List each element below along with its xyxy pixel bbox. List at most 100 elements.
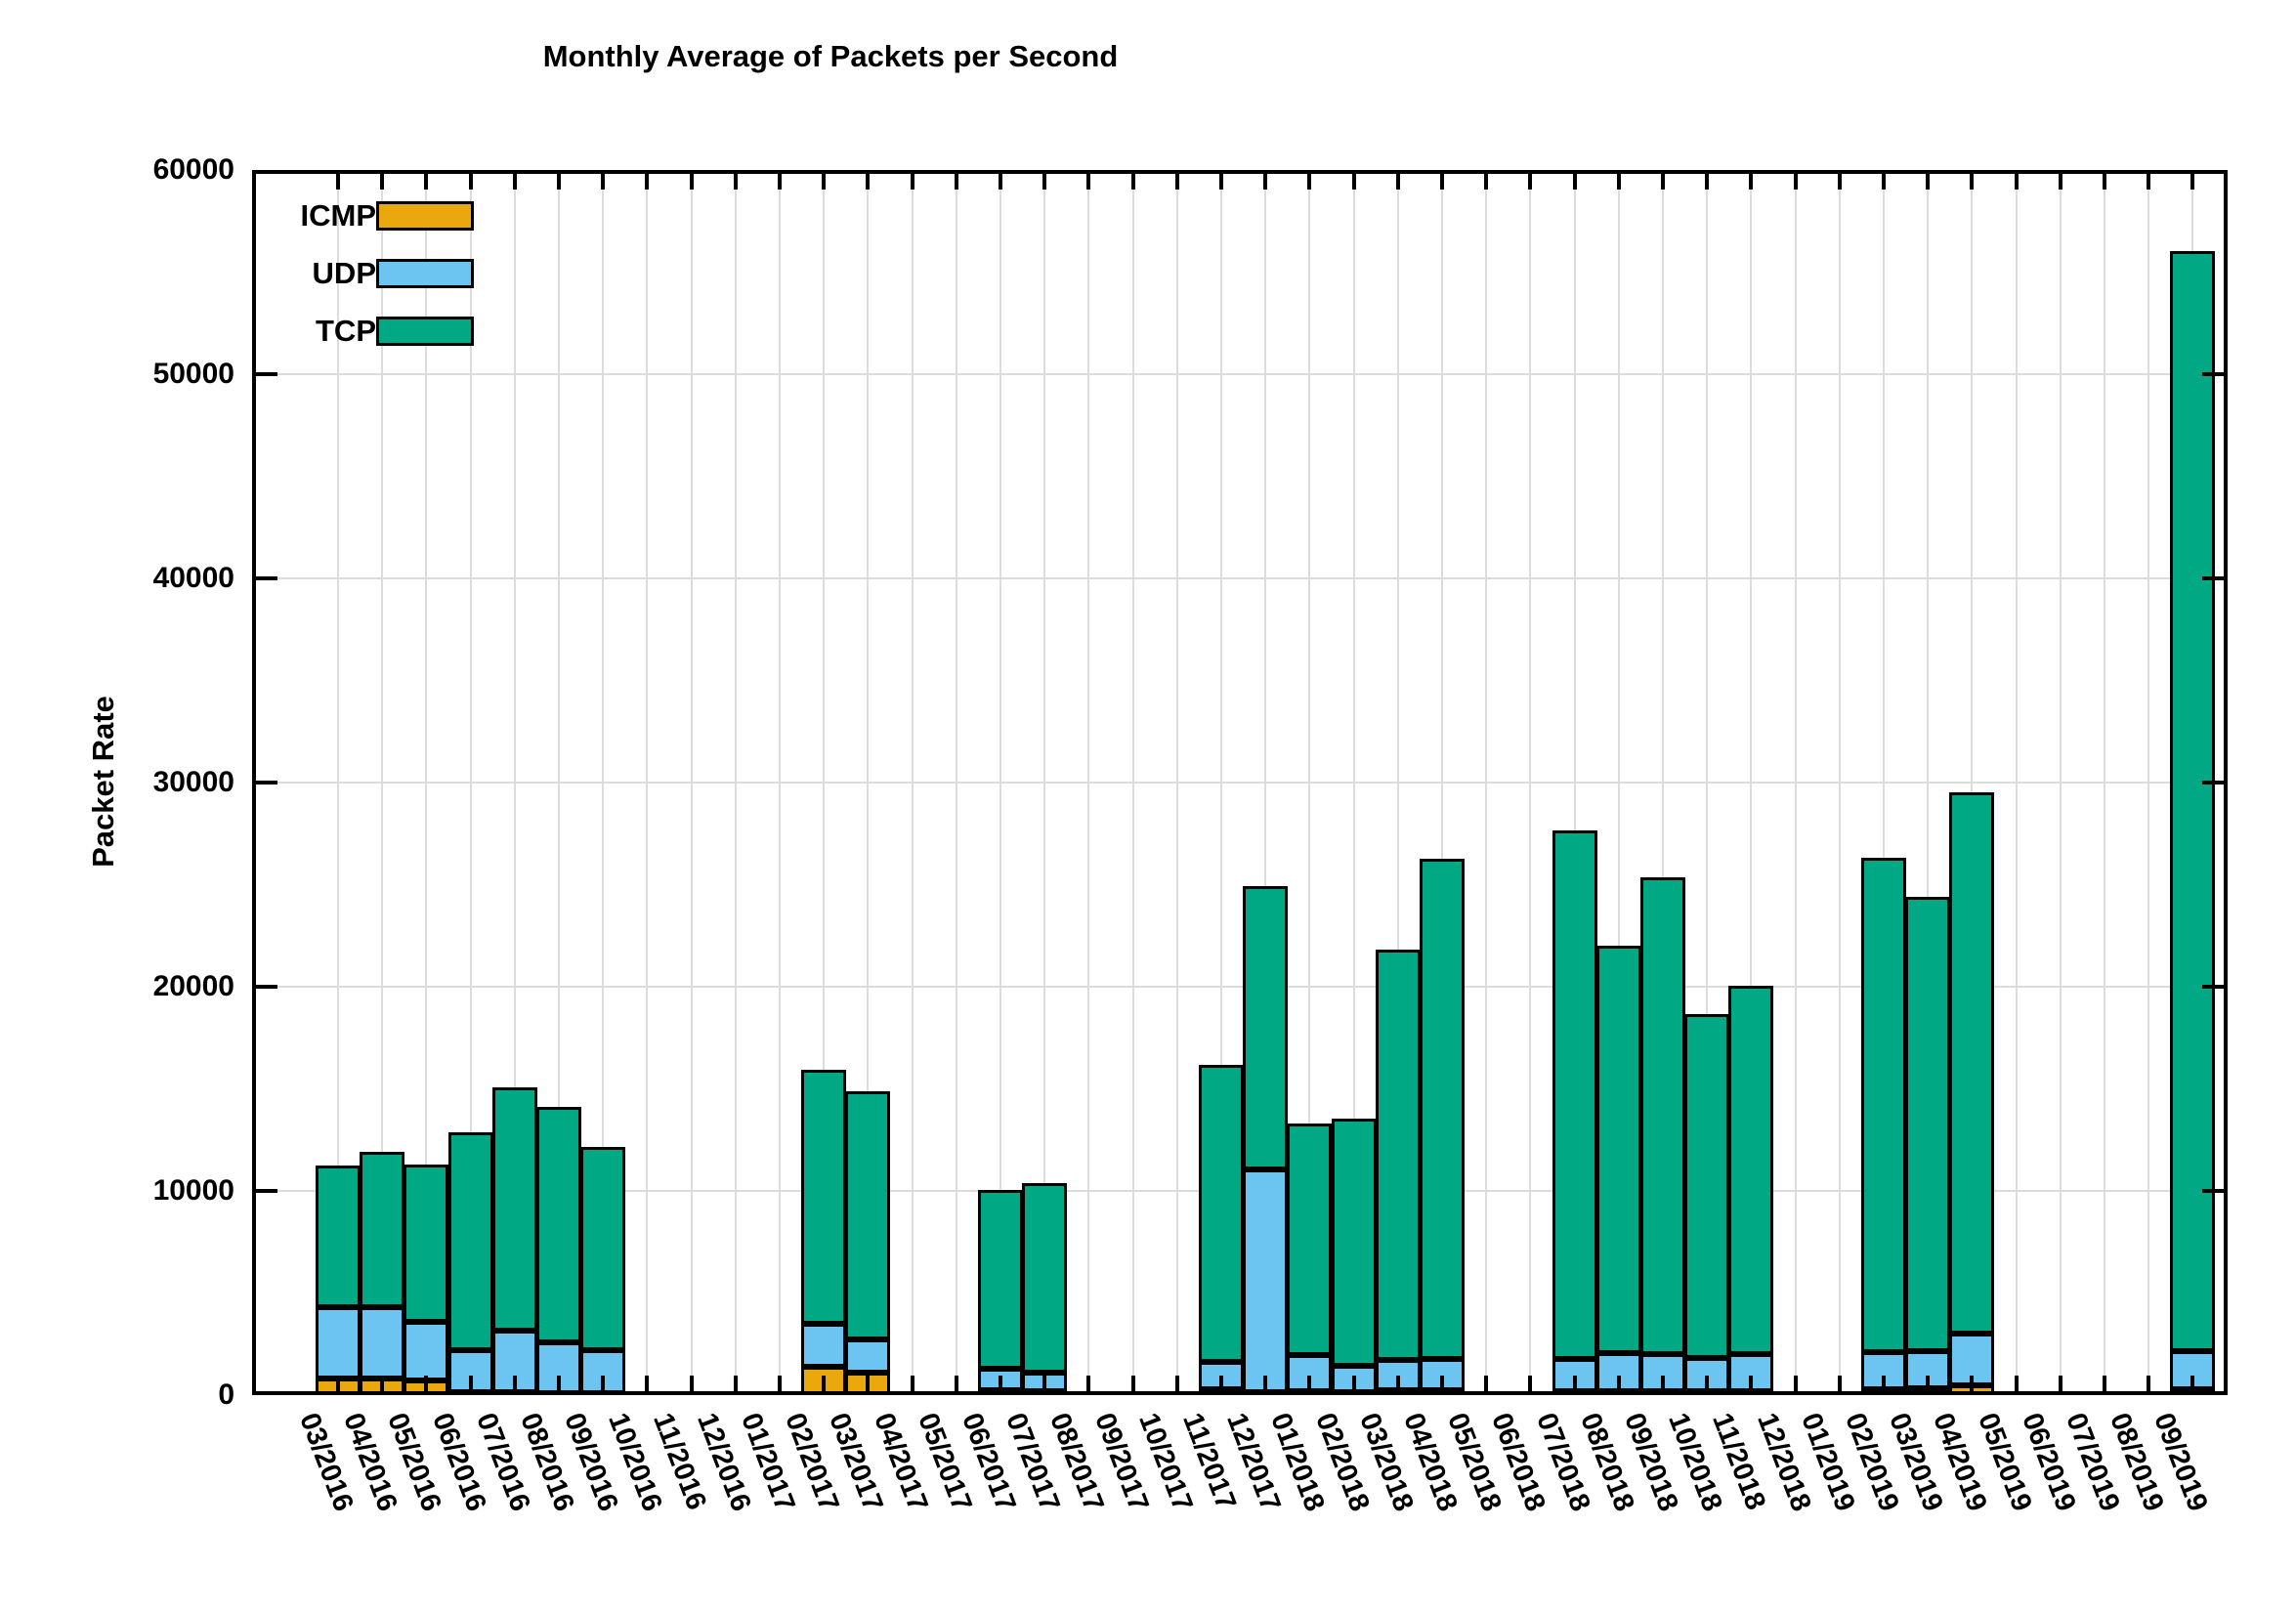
- bar-03/2019-TCP: [1905, 897, 1951, 1351]
- bar-02/2017-UDP: [801, 1324, 847, 1367]
- x-tick-mark: [1793, 1376, 1798, 1395]
- x-tick-mark: [1793, 170, 1798, 190]
- y-tick-mark: [252, 781, 277, 785]
- bar-06/2016-TCP: [447, 1132, 493, 1350]
- x-tick-mark: [1616, 170, 1621, 190]
- x-tick-mark: [1440, 170, 1444, 190]
- x-tick-mark: [1528, 170, 1533, 190]
- y-tick-mark: [2202, 576, 2228, 580]
- x-tick-mark: [1263, 170, 1268, 190]
- x-tick-mark: [512, 170, 517, 190]
- legend-swatch-icmp: [376, 201, 474, 231]
- x-tick-mark: [2147, 1376, 2151, 1395]
- x-tick-mark: [2014, 170, 2019, 190]
- bar-02/2019-TCP: [1861, 858, 1906, 1352]
- bar-08/2016-TCP: [536, 1107, 581, 1342]
- legend-row-tcp: TCP: [147, 315, 479, 350]
- bar-03/2017-UDP: [845, 1339, 891, 1373]
- x-tick-mark: [1749, 1376, 1754, 1395]
- x-tick-mark: [1263, 1376, 1268, 1395]
- bar-02/2018-TCP: [1331, 1119, 1377, 1366]
- x-tick-mark: [822, 1376, 827, 1395]
- x-tick-mark: [512, 1376, 517, 1395]
- y-tick-label: 0: [218, 1379, 234, 1411]
- x-tick-mark: [1086, 1376, 1091, 1395]
- x-tick-mark: [733, 1376, 738, 1395]
- x-tick-mark: [557, 1376, 561, 1395]
- legend-label-udp: UDP: [312, 256, 376, 290]
- x-tick-mark: [645, 1376, 650, 1395]
- x-tick-mark: [1926, 170, 1931, 190]
- x-tick-mark: [468, 170, 473, 190]
- x-tick-mark: [1351, 170, 1356, 190]
- y-tick-mark: [2202, 372, 2228, 376]
- bar-11/2018-TCP: [1728, 986, 1774, 1354]
- x-tick-mark: [1130, 1376, 1135, 1395]
- x-tick-mark: [645, 170, 650, 190]
- bar-07/2018-TCP: [1552, 830, 1597, 1359]
- legend-swatch-tcp: [376, 317, 474, 346]
- x-tick-mark: [689, 1376, 694, 1395]
- legend-label-icmp: ICMP: [300, 198, 377, 233]
- x-tick-mark: [954, 1376, 958, 1395]
- chart-title: Monthly Average of Packets per Second: [542, 39, 1119, 73]
- y-tick-mark: [2202, 1189, 2228, 1193]
- x-tick-mark: [2103, 1376, 2106, 1395]
- x-tick-mark: [1174, 1376, 1179, 1395]
- x-tick-mark: [1882, 170, 1886, 190]
- x-tick-mark: [954, 170, 958, 190]
- y-tick-mark: [2202, 985, 2228, 989]
- x-tick-mark: [336, 170, 340, 190]
- y-tick-label: 40000: [152, 562, 234, 594]
- x-tick-mark: [1528, 1376, 1533, 1395]
- x-tick-mark: [2147, 170, 2151, 190]
- gridline-horizontal: [252, 986, 2228, 988]
- x-tick-mark: [733, 170, 738, 190]
- x-tick-mark: [2103, 170, 2106, 190]
- x-tick-mark: [424, 1376, 429, 1395]
- x-tick-mark: [1882, 1376, 1886, 1395]
- x-tick-mark: [1130, 170, 1135, 190]
- x-tick-mark: [1174, 170, 1179, 190]
- x-tick-mark: [1970, 170, 1975, 190]
- x-tick-mark: [1661, 1376, 1665, 1395]
- y-tick-label: 20000: [152, 970, 234, 1002]
- bar-07/2016-TCP: [491, 1087, 537, 1331]
- bar-03/2017-TCP: [845, 1091, 891, 1339]
- bar-04/2016-TCP: [360, 1152, 405, 1307]
- y-tick-label: 50000: [152, 358, 234, 390]
- x-tick-mark: [468, 1376, 473, 1395]
- bar-03/2016-TCP: [316, 1166, 361, 1307]
- plot-area: [252, 170, 2228, 1395]
- bar-10/2018-TCP: [1684, 1014, 1730, 1358]
- x-tick-mark: [1351, 1376, 1356, 1395]
- bar-12/2017-UDP: [1243, 1169, 1289, 1392]
- x-tick-mark: [2014, 1376, 2019, 1395]
- x-tick-mark: [336, 1376, 340, 1395]
- x-tick-mark: [1395, 1376, 1400, 1395]
- x-tick-mark: [689, 170, 694, 190]
- bar-03/2018-TCP: [1375, 950, 1421, 1360]
- x-tick-mark: [910, 1376, 914, 1395]
- x-tick-mark: [1042, 170, 1047, 190]
- legend: ICMP UDP TCP: [147, 199, 479, 375]
- x-tick-mark: [380, 1376, 385, 1395]
- x-tick-mark: [1086, 170, 1091, 190]
- x-tick-mark: [1749, 170, 1754, 190]
- bar-12/2017-TCP: [1243, 886, 1289, 1169]
- x-tick-mark: [1705, 1376, 1710, 1395]
- x-tick-mark: [1705, 170, 1710, 190]
- bar-09/2019-TCP: [2170, 251, 2216, 1351]
- bar-02/2017-TCP: [801, 1070, 847, 1324]
- bar-05/2016-UDP: [404, 1322, 449, 1380]
- y-tick-label: 10000: [152, 1174, 234, 1207]
- x-tick-mark: [1219, 170, 1223, 190]
- bar-07/2017-TCP: [1022, 1183, 1068, 1373]
- x-tick-mark: [1484, 1376, 1489, 1395]
- x-tick-mark: [1970, 1376, 1975, 1395]
- x-tick-mark: [1440, 1376, 1444, 1395]
- x-tick-mark: [1837, 1376, 1842, 1395]
- legend-row-udp: UDP: [147, 257, 479, 292]
- bar-11/2017-TCP: [1199, 1065, 1244, 1362]
- y-tick-mark: [252, 576, 277, 580]
